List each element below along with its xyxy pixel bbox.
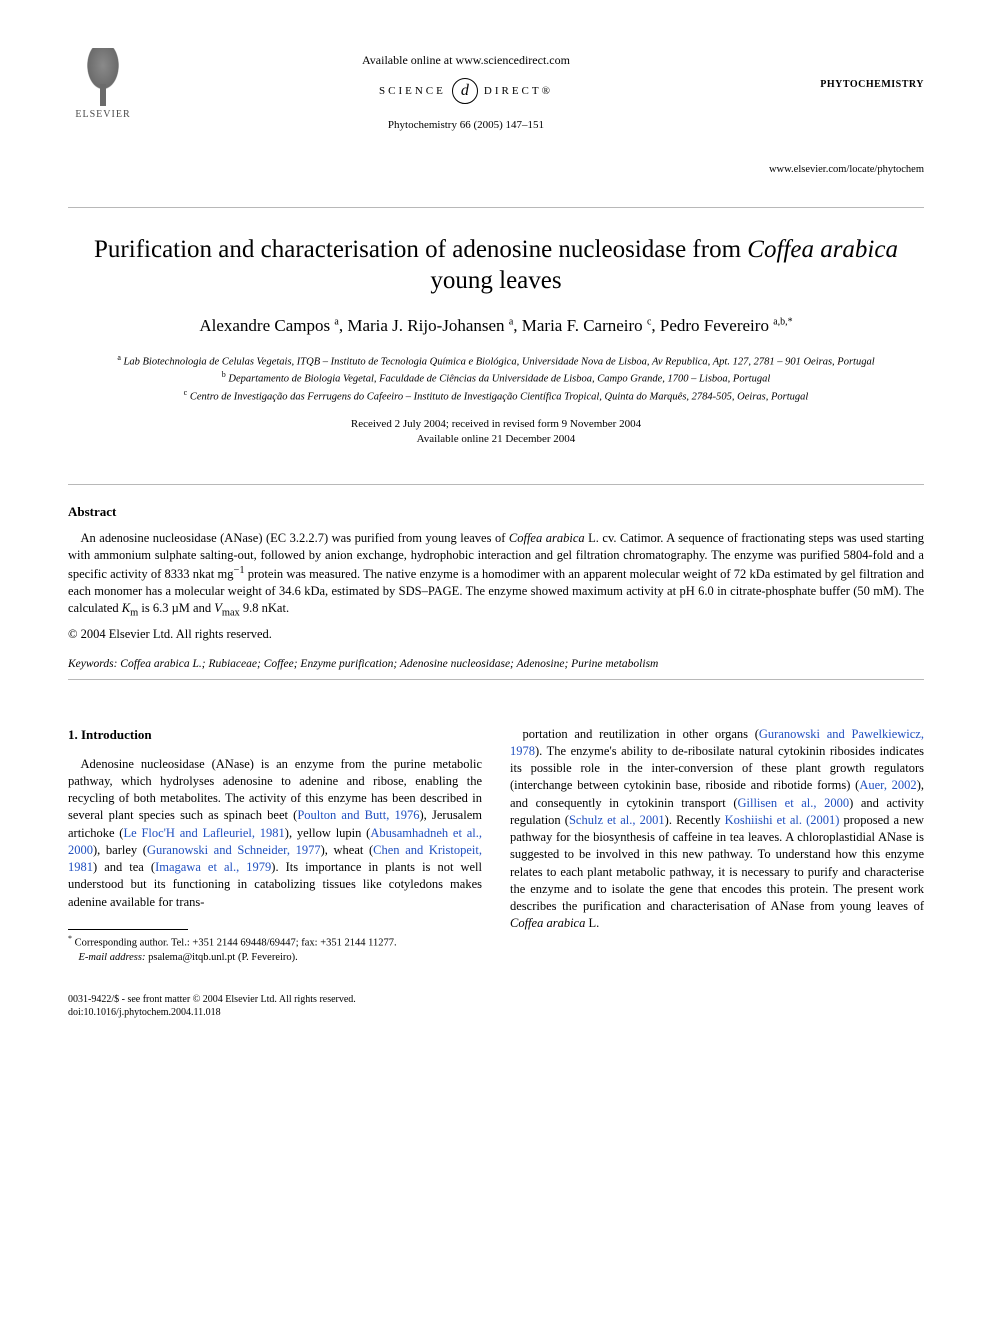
locate-url: www.elsevier.com/locate/phytochem — [68, 163, 924, 177]
keywords: Keywords: Coffea arabica L.; Rubiaceae; … — [68, 657, 924, 673]
sciencedirect-logo: SCIENCE d DIRECT® — [138, 78, 794, 104]
doi-line: doi:10.1016/j.phytochem.2004.11.018 — [68, 1006, 924, 1019]
article-title: Purification and characterisation of ade… — [68, 234, 924, 297]
publisher-name: ELSEVIER — [75, 108, 130, 122]
affiliation-c: c Centro de Investigação das Ferrugens d… — [68, 387, 924, 405]
section-1-heading: 1. Introduction — [68, 726, 482, 744]
corresponding-text: Corresponding author. Tel.: +351 2144 69… — [75, 937, 397, 948]
footnote-corresponding: * Corresponding author. Tel.: +351 2144 … — [68, 934, 482, 951]
title-species: Coffea arabica — [747, 236, 898, 263]
header-rule — [68, 207, 924, 208]
body-columns: 1. Introduction Adenosine nucleosidase (… — [68, 726, 924, 965]
affiliation-a: a Lab Biotechnologia de Celulas Vegetais… — [68, 352, 924, 370]
sd-text-left: SCIENCE — [379, 84, 446, 99]
email-attrib: (P. Fevereiro). — [238, 952, 298, 963]
title-post: young leaves — [430, 267, 561, 294]
sd-text-right: DIRECT® — [484, 84, 553, 99]
intro-para-right: portation and reutilization in other org… — [510, 726, 924, 933]
page-header: ELSEVIER Available online at www.science… — [68, 48, 924, 133]
email-address: psalema@itqb.unl.pt — [148, 952, 235, 963]
available-online-text: Available online at www.sciencedirect.co… — [138, 52, 794, 68]
issn-line: 0031-9422/$ - see front matter © 2004 El… — [68, 993, 924, 1006]
authors: Alexandre Campos a, Maria J. Rijo-Johans… — [68, 315, 924, 338]
journal-name: PHYTOCHEMISTRY — [794, 48, 924, 92]
keywords-rule — [68, 679, 924, 680]
received-date: Received 2 July 2004; received in revise… — [68, 417, 924, 432]
column-right: portation and reutilization in other org… — [510, 726, 924, 965]
article-dates: Received 2 July 2004; received in revise… — [68, 417, 924, 448]
sciencedirect-icon: d — [452, 78, 478, 104]
affiliation-b: b Departamento de Biologia Vegetal, Facu… — [68, 369, 924, 387]
header-center: Available online at www.sciencedirect.co… — [138, 48, 794, 133]
journal-reference: Phytochemistry 66 (2005) 147–151 — [138, 118, 794, 133]
bottom-meta: 0031-9422/$ - see front matter © 2004 El… — [68, 993, 924, 1019]
footnote-email: E-mail address: psalema@itqb.unl.pt (P. … — [68, 951, 482, 965]
column-left: 1. Introduction Adenosine nucleosidase (… — [68, 726, 482, 965]
abstract-heading: Abstract — [68, 503, 924, 521]
abstract-copyright: © 2004 Elsevier Ltd. All rights reserved… — [68, 626, 924, 643]
title-pre: Purification and characterisation of ade… — [94, 236, 747, 263]
email-label: E-mail address: — [79, 952, 146, 963]
affiliations: a Lab Biotechnologia de Celulas Vegetais… — [68, 352, 924, 405]
abstract-body: An adenosine nucleosidase (ANase) (EC 3.… — [68, 530, 924, 620]
elsevier-tree-icon — [76, 48, 130, 106]
intro-para-left: Adenosine nucleosidase (ANase) is an enz… — [68, 756, 482, 911]
elsevier-logo: ELSEVIER — [68, 48, 138, 126]
online-date: Available online 21 December 2004 — [68, 432, 924, 447]
footnote-rule — [68, 929, 188, 930]
